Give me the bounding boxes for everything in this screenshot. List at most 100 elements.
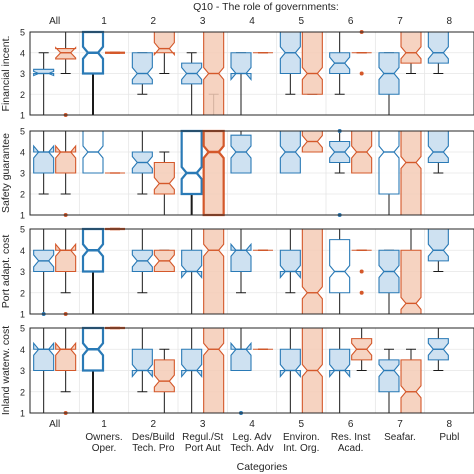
y-tick-label: 3	[20, 169, 25, 179]
notched-box-a	[33, 68, 55, 77]
notched-box-a	[131, 348, 153, 379]
notched-box-b	[55, 144, 77, 174]
notched-box-b	[203, 228, 225, 315]
bottom-category-label: Acad.	[338, 443, 364, 454]
y-tick-label: 4	[20, 345, 25, 355]
notched-box-b	[55, 341, 77, 372]
notched-box-a	[427, 228, 449, 262]
notched-box-a	[230, 242, 252, 273]
top-category-label: 1	[101, 16, 107, 27]
y-tick-label: 1	[20, 310, 25, 320]
top-category-label: 4	[249, 16, 255, 27]
y-tick-label: 3	[20, 267, 25, 277]
bottom-category-label: Leg. Adv	[233, 432, 272, 443]
notched-box-a	[181, 348, 203, 379]
y-tick-label: 3	[20, 69, 25, 79]
y-axis-label: Safety guarantee	[0, 133, 12, 213]
bottom-category-label: Regul./St	[182, 432, 223, 443]
bottom-category-label: Seafar.	[384, 432, 416, 443]
top-category-label: 8	[447, 16, 453, 27]
notched-box-a	[131, 52, 153, 85]
notched-box-b	[301, 228, 323, 315]
outlier-point-b	[359, 71, 364, 76]
y-axis-label: Inland waterw. cost	[0, 326, 12, 415]
y-tick-label: 4	[20, 246, 25, 256]
notched-box-a	[378, 359, 400, 393]
notched-box-a	[329, 239, 351, 294]
bottom-category-number: 6	[348, 419, 354, 430]
panel-frame	[29, 31, 474, 116]
bottom-category-label: Des/Build	[132, 432, 175, 443]
y-tick-label: 2	[20, 90, 25, 100]
outlier-point-b	[359, 290, 364, 295]
y-tick-label: 4	[20, 48, 25, 58]
y-tick-label: 1	[20, 111, 25, 121]
notched-box-a	[230, 341, 252, 372]
notched-box-b	[400, 130, 422, 216]
top-category-label: 5	[299, 16, 305, 27]
y-tick-label: 2	[20, 387, 25, 397]
y-tick-label: 1	[20, 211, 25, 221]
y-axis-label: Port adapt. cost	[0, 235, 12, 309]
y-tick-label: 2	[20, 190, 25, 200]
notched-box-a	[180, 129, 203, 196]
bottom-category-label: Oper.	[92, 443, 116, 454]
top-category-label: All	[49, 16, 60, 27]
y-axis-label: Financial incent.	[0, 36, 12, 112]
x-axis-label: Categories	[237, 461, 288, 473]
bottom-category-number: 1	[101, 419, 107, 430]
y-tick-label: 5	[20, 127, 25, 137]
y-tick-label: 5	[20, 225, 25, 235]
outlier-point-b	[359, 269, 364, 274]
panel-frame	[29, 327, 474, 414]
notched-box-b	[202, 129, 225, 217]
notched-box-b	[203, 327, 225, 414]
y-tick-label: 2	[20, 288, 25, 298]
y-tick-label: 4	[20, 148, 25, 158]
notched-box-a	[279, 348, 301, 379]
notched-box-a	[230, 134, 252, 174]
bottom-category-label: Owners.	[85, 432, 122, 443]
bottom-category-label: Publ	[439, 432, 459, 443]
top-category-label: 7	[397, 16, 403, 27]
notched-box-b	[153, 161, 175, 195]
y-tick-label: 5	[20, 324, 25, 334]
notched-box-b	[400, 359, 422, 414]
bottom-category-label: Tech. Adv	[230, 443, 273, 454]
y-tick-label: 5	[20, 28, 25, 38]
bottom-category-number: 7	[397, 419, 403, 430]
bottom-category-label: Res. Inst	[331, 432, 371, 443]
notched-box-a	[427, 130, 449, 164]
top-category-label: 6	[348, 16, 354, 27]
bottom-category-label: Environ.	[283, 432, 320, 443]
bottom-category-label: Port Aut	[185, 443, 221, 454]
notched-box-a	[181, 249, 203, 280]
notched-box-a	[279, 249, 301, 280]
top-category-label: 3	[200, 16, 206, 27]
bottom-category-number: 8	[447, 419, 453, 430]
top-category-label: 2	[151, 16, 157, 27]
bottom-category-number: 3	[200, 419, 206, 430]
y-tick-label: 3	[20, 366, 25, 376]
bottom-category-number: 4	[249, 419, 255, 430]
notched-box-a	[427, 31, 449, 64]
notched-box-b	[55, 242, 77, 273]
bottom-category-label: Int. Org.	[283, 443, 319, 454]
chart-title: Q10 - The role of governments:	[193, 1, 339, 13]
notched-box-b	[400, 31, 422, 64]
y-tick-label: 1	[20, 409, 25, 419]
notched-box-b	[153, 31, 175, 57]
panel-frame	[29, 130, 474, 216]
bottom-category-number: 2	[151, 419, 157, 430]
bottom-category-number: 5	[299, 419, 305, 430]
bottom-category-label: All	[49, 419, 60, 430]
plot-area: All 1 2 3 4 5 6 7 8 1 2 3 4 5 Financial incent. 1 2 3 4 5 Sa…	[0, 16, 474, 454]
notched-box-a	[329, 348, 351, 379]
notched-box-b	[153, 359, 175, 393]
notched-box-a	[378, 130, 400, 195]
panel-frame	[29, 228, 474, 315]
notched-box-a	[33, 144, 55, 174]
notched-box-b	[301, 31, 323, 95]
bottom-category-label: Tech. Pro	[132, 443, 175, 454]
